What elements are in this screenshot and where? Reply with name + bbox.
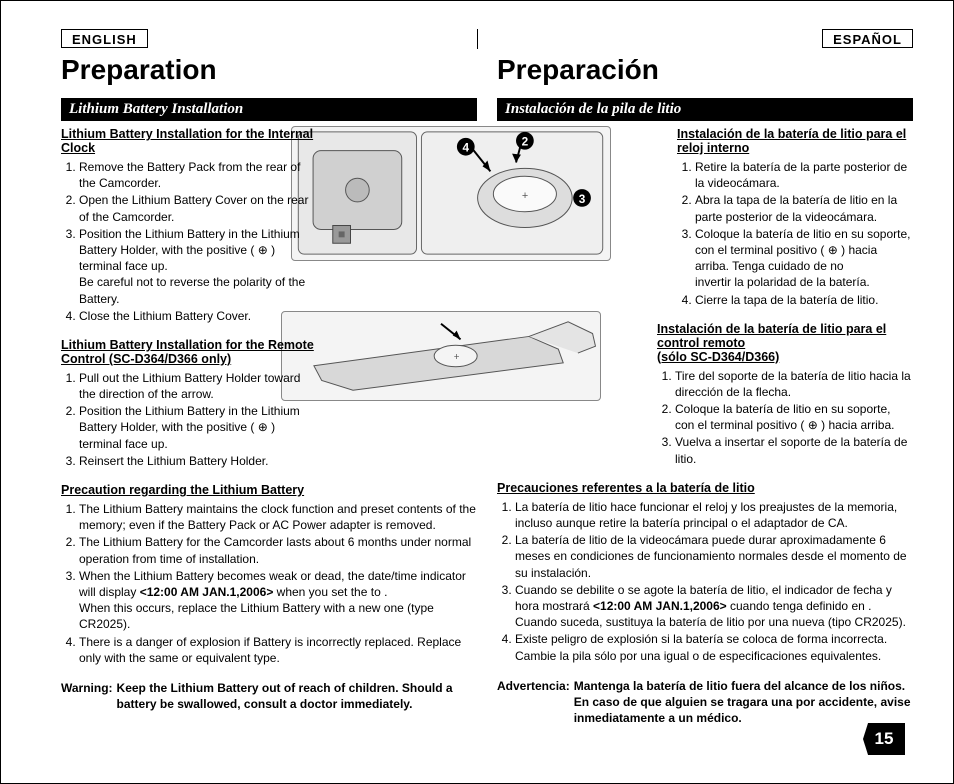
sub-heading: Precaution regarding the Lithium Battery (61, 483, 477, 497)
list-item: Remove the Battery Pack from the rear of… (79, 159, 317, 191)
list: La batería de litio hace funcionar el re… (497, 499, 913, 664)
list-item: La batería de litio de la videocámara pu… (515, 532, 913, 581)
list-item: Close the Lithium Battery Cover. (79, 308, 317, 324)
warning-label: Warning: (61, 680, 113, 712)
heading-left: Preparation (61, 54, 477, 86)
warning-right: Advertencia: Mantenga la batería de liti… (497, 678, 913, 727)
list-item: Coloque la batería de litio en su soport… (695, 226, 913, 291)
sub-heading: Precauciones referentes a la batería de … (497, 481, 913, 495)
sub-heading: Lithium Battery Installation for the Int… (61, 127, 317, 155)
sub-heading: Lithium Battery Installation for the Rem… (61, 338, 317, 366)
column-english: ENGLISH Preparation Lithium Battery Inst… (61, 29, 477, 763)
list-item: When the Lithium Battery becomes weak or… (79, 568, 477, 633)
list-item: Retire la batería de la parte posterior … (695, 159, 913, 191)
list-item: La batería de litio hace funcionar el re… (515, 499, 913, 531)
warning-left: Warning: Keep the Lithium Battery out of… (61, 680, 477, 712)
warning-body: Mantenga la batería de litio fuera del a… (570, 678, 913, 727)
list-item: Cuando se debilite o se agote la batería… (515, 582, 913, 631)
list-item: Reinsert the Lithium Battery Holder. (79, 453, 317, 469)
column-spanish: ESPAÑOL Preparación Instalación de la pi… (497, 29, 913, 763)
lang-tag-english: ENGLISH (61, 29, 148, 48)
section-bar-right: Instalación de la pila de litio (497, 98, 913, 121)
list-item: Abra la tapa de la batería de litio en l… (695, 192, 913, 224)
list-item: Tire del soporte de la batería de litio … (675, 368, 913, 400)
list: Remove the Battery Pack from the rear of… (61, 159, 317, 324)
list-item: Position the Lithium Battery in the Lith… (79, 226, 317, 307)
list: Pull out the Lithium Battery Holder towa… (61, 370, 317, 469)
list-item: Position the Lithium Battery in the Lith… (79, 403, 317, 452)
list-item: Coloque la batería de litio en su soport… (675, 401, 913, 433)
lang-tag-spanish: ESPAÑOL (822, 29, 913, 48)
list-item: There is a danger of explosion if Batter… (79, 634, 477, 666)
list: Retire la batería de la parte posterior … (677, 159, 913, 308)
list-item: The Lithium Battery for the Camcorder la… (79, 534, 477, 566)
list-item: Cierre la tapa de la batería de litio. (695, 292, 913, 308)
warning-body: Keep the Lithium Battery out of reach of… (113, 680, 477, 712)
sub-heading: Instalación de la batería de litio para … (677, 127, 913, 155)
sub-heading: Instalación de la batería de litio para … (657, 322, 913, 364)
list-item: Open the Lithium Battery Cover on the re… (79, 192, 317, 224)
list-item: Pull out the Lithium Battery Holder towa… (79, 370, 317, 402)
list-item: Vuelva a insertar el soporte de la bater… (675, 434, 913, 466)
warning-label: Advertencia: (497, 678, 570, 727)
list-item: Existe peligro de explosión si la baterí… (515, 631, 913, 663)
page-number-text: 15 (863, 723, 905, 755)
section-bar-left: Lithium Battery Installation (61, 98, 477, 121)
list: The Lithium Battery maintains the clock … (61, 501, 477, 666)
heading-right: Preparación (497, 54, 913, 86)
manual-page: + 4 2 3 + ENGLISH Preparation Lithium Ba… (0, 0, 954, 784)
list-item: The Lithium Battery maintains the clock … (79, 501, 477, 533)
page-number: 15 (863, 723, 905, 755)
list: Tire del soporte de la batería de litio … (657, 368, 913, 467)
column-divider (477, 29, 478, 49)
